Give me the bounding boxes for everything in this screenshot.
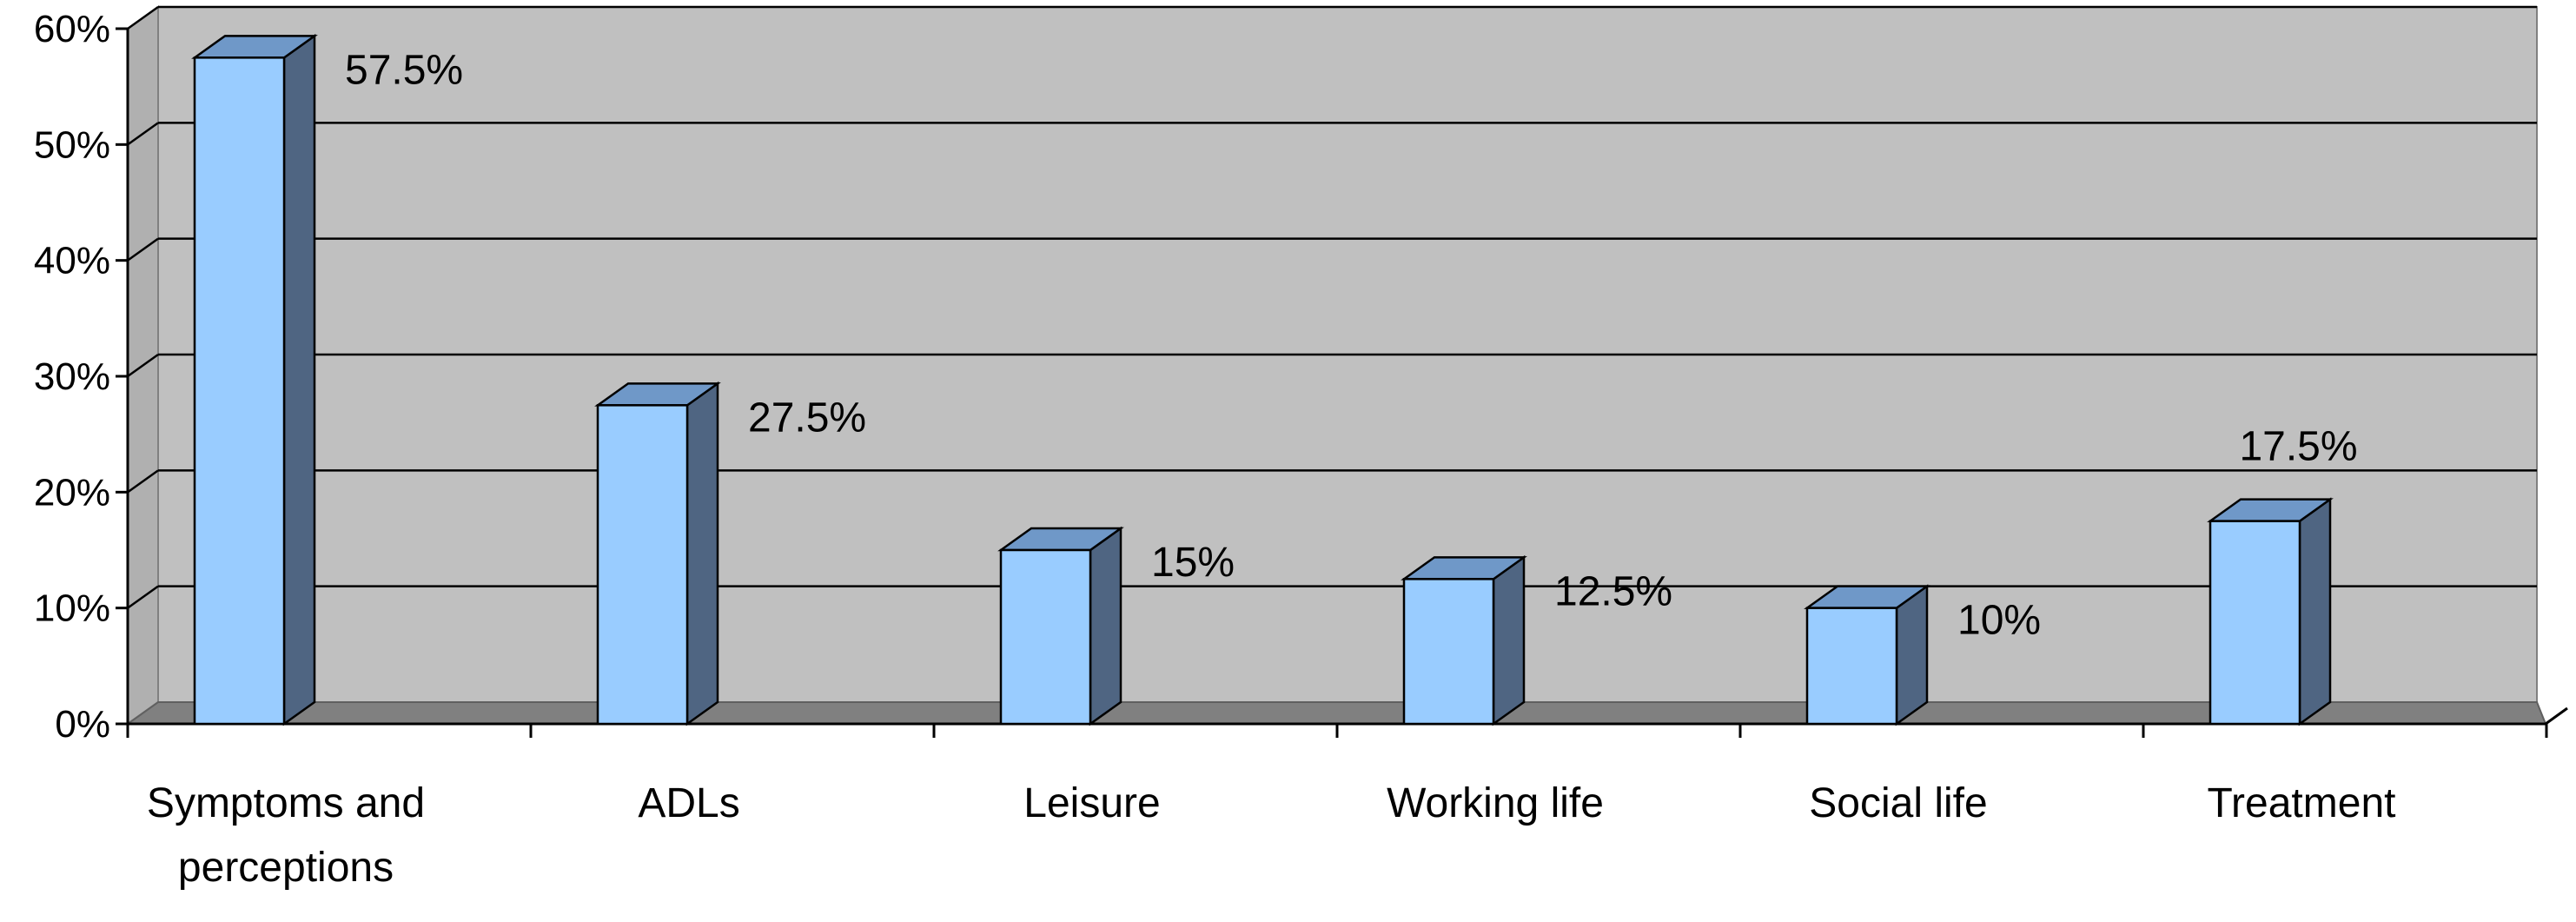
bars	[191, 33, 2334, 726]
bar-side	[2298, 497, 2332, 726]
bar-side	[1895, 584, 1929, 726]
gridlines	[127, 5, 2537, 609]
category-label: Working life	[1387, 780, 1604, 826]
axes	[116, 27, 2568, 738]
bar	[594, 381, 721, 726]
category-label: Social life	[1809, 780, 1987, 826]
category-label: Symptoms and	[147, 780, 425, 826]
bar-front	[999, 548, 1092, 726]
category-label: Treatment	[2208, 780, 2396, 826]
bar	[997, 526, 1124, 726]
gridline-side	[127, 353, 159, 378]
category-label: ADLs	[638, 780, 739, 826]
bar-side	[1089, 526, 1122, 726]
y-axis-tick-labels: 0% 10% 20% 30% 40% 50% 60%	[34, 8, 110, 746]
y-tick-label: 10%	[34, 587, 110, 630]
y-tick-label: 50%	[34, 123, 110, 166]
bar	[191, 33, 318, 726]
gridline-side	[127, 585, 159, 609]
y-tick-label: 60%	[34, 8, 110, 50]
data-label: 15%	[1151, 540, 1235, 586]
bar-side	[685, 381, 719, 726]
bar-side	[282, 33, 316, 726]
bar-front	[596, 404, 689, 726]
bar	[2207, 497, 2334, 726]
floor	[124, 701, 2547, 725]
y-tick-label: 30%	[34, 355, 110, 398]
y-tick-label: 0%	[55, 703, 110, 746]
category-label: perceptions	[178, 845, 394, 891]
gridline-side	[127, 469, 159, 494]
category-label: Leisure	[1023, 780, 1160, 826]
data-label: 10%	[1957, 598, 2041, 644]
data-label: 57.5%	[345, 47, 463, 93]
y-tick-label: 40%	[34, 240, 110, 282]
plot-floor	[124, 701, 2547, 725]
data-label: 12.5%	[1554, 568, 1672, 614]
bar-side	[1492, 554, 1526, 726]
bar-front	[193, 56, 286, 726]
x-axis-end	[2545, 706, 2568, 726]
bar-front	[1402, 578, 1495, 726]
bar-front	[2208, 520, 2301, 726]
plot-back-wall	[127, 5, 2538, 726]
gridline-side	[127, 237, 159, 262]
y-tick-label: 20%	[34, 471, 110, 514]
bar	[1804, 584, 1930, 726]
bar	[1401, 554, 1527, 726]
data-labels: 57.5% 27.5% 15% 12.5% 10% 17.5%	[345, 47, 2358, 643]
gridline-side	[127, 5, 159, 30]
bar-front	[1805, 607, 1898, 726]
x-axis-category-labels: Symptoms and perceptions ADLs Leisure Workin…	[147, 780, 2396, 891]
data-label: 17.5%	[2239, 424, 2357, 470]
gridline-side	[127, 122, 159, 146]
data-label: 27.5%	[748, 395, 866, 441]
